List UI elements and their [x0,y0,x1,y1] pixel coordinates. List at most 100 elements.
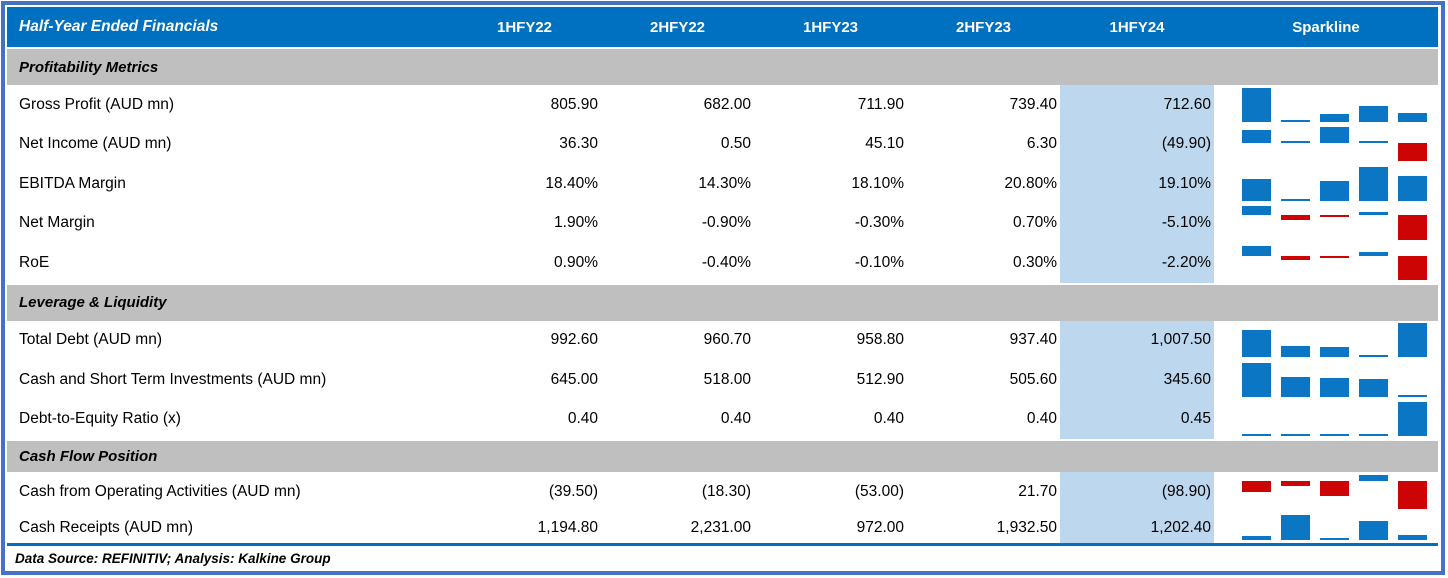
cell-value: 0.40 [567,410,598,428]
cell-value: 1,932.50 [996,518,1057,536]
cell-value: 0.40 [873,410,904,428]
sparkline-bar [1320,377,1349,397]
sparkline-bar [1359,166,1388,201]
sparkline-bar [1242,245,1271,256]
sparkline-chart [1214,402,1438,437]
sparkline-bar [1320,255,1349,258]
cell-value: 0.30% [1013,253,1057,271]
row-label: RoE [19,253,50,271]
sparkline-bar-slot [1281,363,1310,397]
sparkline-bar-slot [1320,246,1349,280]
sparkline-bar [1281,255,1310,260]
sparkline-bar-slot [1242,515,1271,540]
sparkline-bar [1320,127,1349,144]
cell-value: 45.10 [865,135,904,153]
sparkline-bar-slot [1281,167,1310,201]
column-header-2hfy23: 2HFY23 [955,18,1012,36]
sparkline-bar-slot [1242,402,1271,437]
sparkline-bar-slot [1281,88,1310,122]
sparkline-bar-slot [1320,127,1349,161]
sparkline-bar [1281,345,1310,358]
sparkline-bar [1242,535,1271,540]
sparkline-bar-slot [1281,246,1310,280]
sparkline-bar [1242,130,1271,144]
sparkline-bar-slot [1320,167,1349,201]
sparkline-chart [1214,245,1438,280]
cell-value: 0.40 [720,410,751,428]
cell-value-highlighted: (98.90) [1060,472,1214,512]
sparkline-bar-slot [1242,362,1271,397]
sparkline-bar-slot [1281,127,1310,161]
sparkline-bar [1359,520,1388,540]
sparkline-bar-slot [1242,206,1271,240]
cell-value: 0.90% [554,253,598,271]
cell-value: -0.90% [701,214,751,232]
sparkline-bar-slot [1398,127,1427,162]
sparkline-bar [1398,113,1427,122]
sparkline-bar-slot [1242,245,1271,280]
cell-value-highlighted: 712.60 [1060,85,1214,125]
table-row: RoE 0.90% -0.40% -0.10% 0.30% -2.20% [7,243,1438,283]
sparkline-bar [1398,215,1427,241]
sparkline-chart [1214,206,1438,241]
data-source-note: Data Source: REFINITIV; Analysis: Kalkin… [15,551,331,566]
column-header-1hfy24: 1HFY24 [1109,18,1165,36]
sparkline-bar-slot [1359,206,1388,240]
table-row: Gross Profit (AUD mn) 805.90 682.00 711.90 7… [7,85,1438,125]
table-row: Cash and Short Term Investments (AUD mn)… [7,360,1438,400]
cell-value: -0.30% [854,214,904,232]
cell-value: 0.40 [1026,410,1057,428]
sparkline-bar-slot [1398,402,1427,437]
sparkline-bar [1242,362,1271,397]
cell-value: 505.60 [1009,370,1057,388]
cell-value: 14.30% [698,174,751,192]
sparkline-bar [1359,212,1388,216]
sparkline-bar-slot [1242,323,1271,358]
sparkline-bar [1281,198,1310,201]
sparkline-bar-slot [1320,402,1349,437]
row-label: Net Margin [19,214,95,232]
cell-value: 960.70 [703,331,751,349]
sparkline-bar [1398,143,1427,162]
sparkline-bar-slot [1398,475,1427,509]
sparkline-bar-slot [1398,206,1427,241]
cell-value: (18.30) [701,483,751,500]
sparkline-bar [1359,355,1388,358]
sparkline-bar [1359,378,1388,397]
sparkline-bar [1398,481,1427,509]
sparkline-chart [1214,127,1438,162]
sparkline-bar-slot [1242,127,1271,161]
sparkline-bar [1320,538,1349,540]
cell-value-highlighted: 19.10% [1060,164,1214,204]
cell-value: 0.50 [720,135,751,153]
sparkline-bar [1398,175,1427,201]
row-label: Gross Profit (AUD mn) [19,95,175,113]
cell-value: 1,194.80 [537,518,598,536]
cell-value-highlighted: -2.20% [1060,243,1214,283]
sparkline-bar-slot [1398,515,1427,540]
sparkline-bar [1398,535,1427,540]
sparkline-bar-slot [1281,206,1310,240]
sparkline-bar-slot [1320,88,1349,122]
sparkline-bar-slot [1359,166,1388,201]
sparkline-bar-slot [1398,88,1427,122]
cell-value: (39.50) [548,483,598,500]
cell-value-highlighted: (49.90) [1060,124,1214,164]
sparkline-bar [1359,434,1388,437]
sparkline-bar [1281,119,1310,122]
cell-value: 18.10% [851,174,904,192]
table-title: Half-Year Ended Financials [19,18,219,35]
sparkline-bar [1359,105,1388,122]
cell-value: 992.60 [550,331,598,349]
sparkline-bar [1359,475,1388,482]
cell-value-highlighted: 1,202.40 [1060,512,1214,543]
sparkline-chart [1214,323,1438,358]
sparkline-chart [1214,166,1438,201]
sparkline-bar [1398,394,1427,397]
sparkline-bar-slot [1359,323,1388,358]
sparkline-bar [1281,434,1310,437]
cell-value: (53.00) [854,483,904,500]
bottom-rule [7,543,1438,546]
section-header: Leverage & Liquidity [7,282,1438,321]
